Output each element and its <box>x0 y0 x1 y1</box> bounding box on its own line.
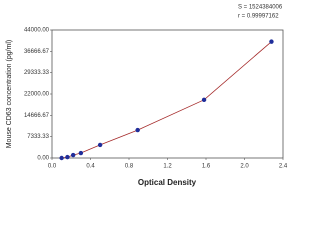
x-axis-title: Optical Density <box>138 178 197 187</box>
data-point <box>201 97 207 103</box>
data-point <box>269 39 274 44</box>
chart: Optical Density Mouse CD63 concentration… <box>5 4 288 188</box>
x-tick-label: 2.4 <box>279 164 288 170</box>
plot-frame <box>51 29 284 159</box>
x-tick-label: 1.6 <box>202 164 211 170</box>
data-point <box>65 154 70 160</box>
y-axis-title: Mouse CD63 concentration (pg/ml) <box>6 40 13 149</box>
x-tick-label: 1.2 <box>163 164 172 170</box>
y-tick-label: 36666.67 <box>24 49 50 55</box>
y-tick-label: 14666.67 <box>24 113 50 119</box>
x-tick-label: 0.8 <box>125 164 134 170</box>
x-tick-label: 0.4 <box>86 164 95 170</box>
annotation: r = 0.99997162 <box>238 14 279 20</box>
data-point <box>59 155 64 161</box>
data-point <box>135 127 140 133</box>
y-tick-label: 29333.33 <box>24 70 50 76</box>
y-tick-label: 7333.33 <box>27 134 49 140</box>
data-point <box>70 152 76 158</box>
x-tick-label: 0.0 <box>48 164 57 170</box>
data-point <box>97 142 103 148</box>
y-tick-label: 22000.00 <box>24 92 50 98</box>
y-tick-label: 44000.00 <box>24 28 50 34</box>
annotation: S = 1524384006 <box>238 5 283 11</box>
y-tick-label: 0.00 <box>37 156 49 162</box>
x-tick-label: 2.0 <box>240 164 249 170</box>
data-point <box>78 150 84 156</box>
